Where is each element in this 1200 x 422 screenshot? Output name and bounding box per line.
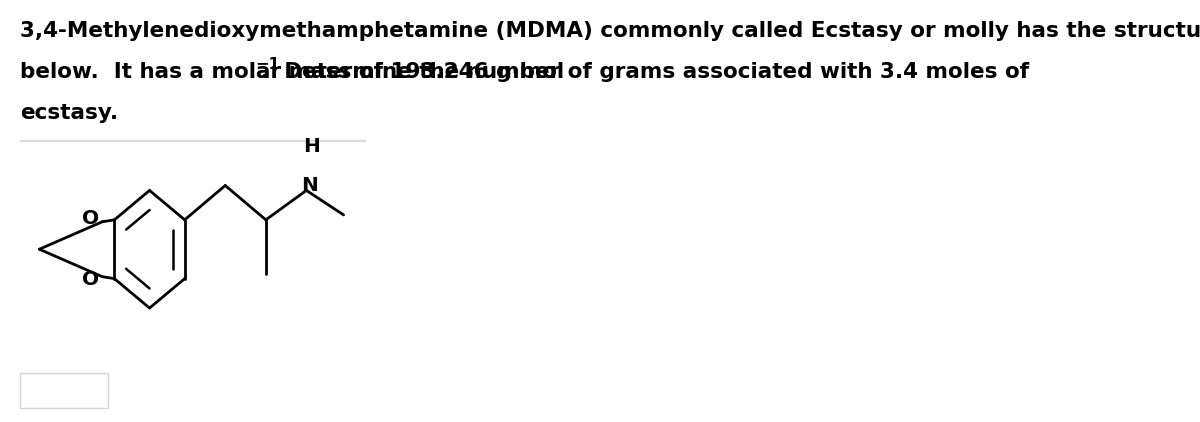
Text: .  Determine the number of grams associated with 3.4 moles of: . Determine the number of grams associat… [262, 62, 1030, 82]
Text: ecstasy.: ecstasy. [20, 103, 119, 123]
Text: −1: −1 [256, 57, 280, 72]
Text: below.  It has a molar mass of 193.246 g·mol: below. It has a molar mass of 193.246 g·… [20, 62, 564, 82]
Text: N: N [301, 176, 318, 195]
Text: O: O [82, 209, 98, 228]
Text: O: O [82, 270, 100, 289]
Text: H: H [302, 137, 319, 156]
FancyBboxPatch shape [20, 373, 108, 408]
Text: 3,4-Methylenedioxymethamphetamine (MDMA) commonly called Ecstasy or molly has th: 3,4-Methylenedioxymethamphetamine (MDMA)… [20, 21, 1200, 41]
